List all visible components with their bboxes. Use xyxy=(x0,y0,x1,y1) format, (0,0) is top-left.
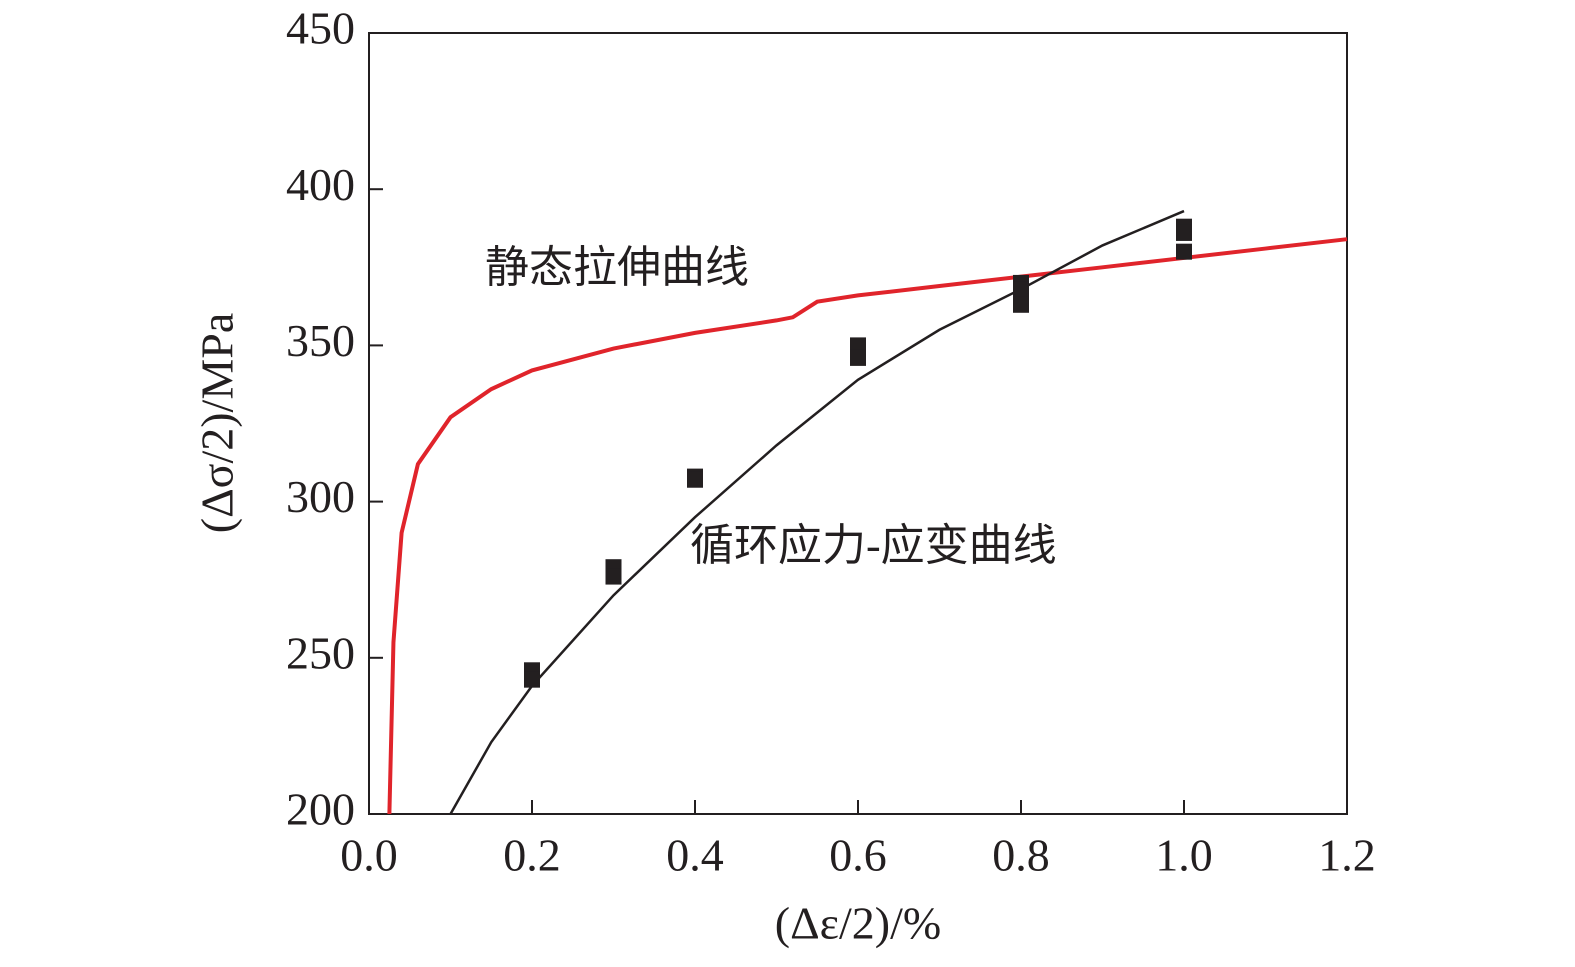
line xyxy=(387,237,1348,815)
y-tick-label: 450 xyxy=(286,3,355,54)
x-tick-label: 1.2 xyxy=(1318,830,1376,881)
line xyxy=(449,209,1185,815)
data-point xyxy=(850,349,866,366)
data-point xyxy=(1013,281,1029,298)
y-tick-label: 300 xyxy=(286,471,355,522)
y-tick-label: 400 xyxy=(286,159,355,210)
data-point xyxy=(1176,243,1192,260)
y-tick-label: 200 xyxy=(286,784,355,835)
x-tick-label: 0.0 xyxy=(340,830,398,881)
data-point xyxy=(687,471,703,488)
y-tick-label: 350 xyxy=(286,315,355,366)
x-tick-label: 0.6 xyxy=(829,830,887,881)
data-point xyxy=(524,671,540,688)
data-point xyxy=(605,568,622,585)
annotation: 循环应力-应变曲线 xyxy=(690,521,1057,570)
data-point xyxy=(1176,224,1192,241)
x-axis-label: (Δε/2)/% xyxy=(775,898,941,949)
x-tick-label: 1.0 xyxy=(1155,830,1213,881)
plot-frame xyxy=(368,32,1348,815)
y-axis-label: (Δσ/2)/MPa xyxy=(192,313,243,533)
x-tick-label: 0.2 xyxy=(503,830,561,881)
data-point xyxy=(1013,296,1029,313)
y-tick-label: 250 xyxy=(286,627,355,678)
annotation: 静态拉伸曲线 xyxy=(485,243,749,292)
x-tick-label: 0.8 xyxy=(992,830,1050,881)
x-tick-label: 0.4 xyxy=(666,830,724,881)
data-point xyxy=(850,337,866,354)
